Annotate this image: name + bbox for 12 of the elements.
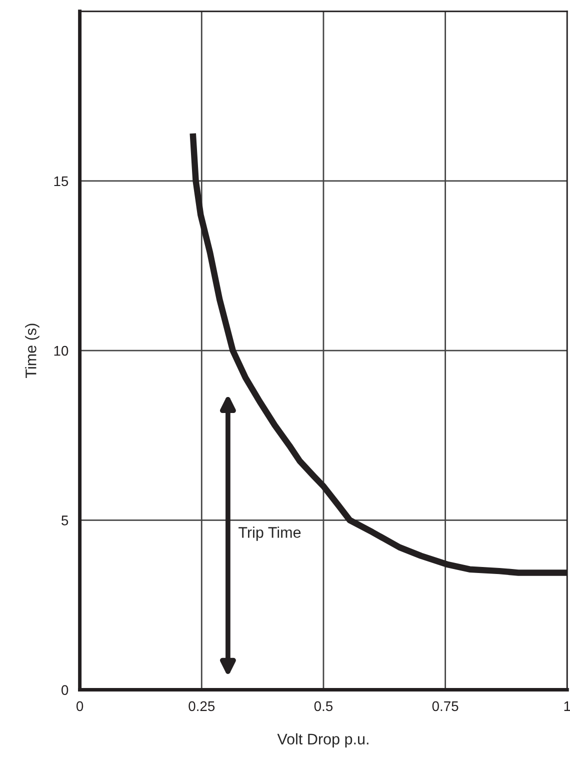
x-tick-label: 1 <box>564 701 570 711</box>
x-tick-label: 0 <box>76 701 84 712</box>
y-tick-label: 5 <box>62 516 68 526</box>
x-tick-label: 0.25 <box>188 701 215 712</box>
x-tick-label: 0.5 <box>314 701 333 712</box>
annotation: Trip Time <box>238 526 301 541</box>
y-tick-label: 0 <box>62 685 68 695</box>
y-tick-label: 10 <box>54 346 68 356</box>
x-axis-title: Volt Drop p.u. <box>277 733 368 748</box>
y-tick-label: 15 <box>54 176 68 186</box>
y-axis-title: Time (s) <box>25 324 40 378</box>
x-tick-label: 0.75 <box>432 701 458 712</box>
